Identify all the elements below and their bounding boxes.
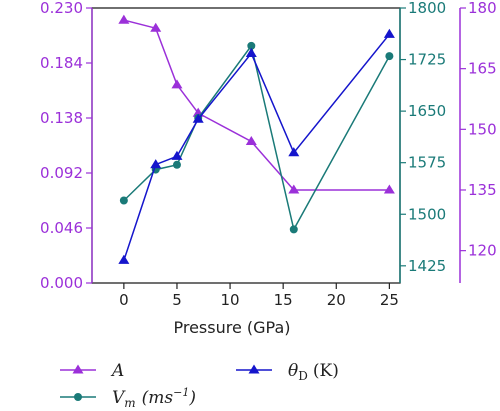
series-point-0 (150, 22, 162, 32)
series-line-1 (123, 44, 391, 232)
right2-tick-label: 120 (468, 242, 497, 260)
series-point-0 (383, 184, 395, 194)
legend-vm-close: ) (188, 388, 196, 408)
legend-vm-main: V (112, 388, 126, 408)
series-point-2 (383, 28, 395, 38)
left-tick-label: 0.092 (40, 164, 83, 182)
x-axis: 0 5 10 15 20 25 (119, 283, 399, 309)
x-tick-label: 15 (274, 291, 293, 309)
plot-area (91, 7, 401, 284)
series-point-2 (150, 159, 162, 169)
left-tick-label: 0.138 (40, 109, 83, 127)
x-tick-label: 5 (172, 291, 182, 309)
legend-label-a: A (110, 361, 124, 381)
series-point-0 (245, 135, 257, 146)
legend-theta-unit: (K) (313, 361, 339, 381)
legend-label-theta: θD (K) (288, 361, 339, 383)
series-point-1 (289, 225, 298, 234)
series-point-2 (192, 113, 204, 123)
series-point-1 (172, 160, 181, 169)
right2-tick-label: 165 (468, 60, 497, 78)
left-tick-label: 0.230 (40, 0, 83, 17)
x-tick-label: 0 (119, 291, 129, 309)
series-point-0 (288, 184, 300, 194)
series-line-0 (123, 19, 390, 191)
legend-theta-main: θ (288, 361, 298, 381)
legend-vm-exp: −1 (173, 386, 189, 399)
legend-label-vm: Vm (ms−1) (112, 386, 196, 410)
series-point-1 (247, 41, 256, 50)
right2-tick-label: 135 (468, 181, 497, 199)
x-tick-label: 20 (327, 291, 346, 309)
legend-theta-sub: D (298, 369, 308, 383)
legend-item-a: A (60, 361, 124, 381)
x-axis-label: Pressure (GPa) (173, 318, 290, 337)
right-axis-velocity: 1425 1500 1575 1650 1725 1800 (399, 0, 446, 283)
series-point-0 (118, 14, 130, 24)
left-tick-label: 0.046 (40, 219, 83, 237)
right2-tick-label: 150 (468, 120, 497, 138)
right1-tick-label: 1650 (408, 102, 446, 120)
series-point-2 (245, 47, 257, 58)
series-point-2 (171, 150, 183, 160)
legend-marker-vm (74, 393, 82, 401)
right1-tick-label: 1800 (408, 0, 446, 17)
left-tick-label: 0.184 (40, 54, 83, 72)
series-point-0 (171, 79, 183, 89)
legend-vm-sub: m (124, 396, 135, 410)
legend: A Vm (ms−1) θD (K) (60, 361, 339, 410)
right2-tick-label: 180 (468, 0, 497, 17)
x-tick-label: 10 (221, 291, 240, 309)
series-layer (118, 14, 395, 264)
plot-frame (91, 7, 401, 284)
x-tick-label: 25 (380, 291, 399, 309)
legend-item-vm: Vm (ms−1) (60, 386, 196, 410)
series-point-2 (118, 254, 130, 264)
right1-tick-label: 1500 (408, 205, 446, 223)
right1-tick-label: 1425 (408, 257, 446, 275)
series-point-2 (288, 147, 300, 157)
right-axis-a: 120 135 150 165 180 (459, 0, 497, 283)
left-axis: 0.000 0.046 0.092 0.138 0.184 0.230 (40, 0, 93, 292)
series-point-1 (119, 196, 128, 205)
legend-item-theta: θD (K) (236, 361, 339, 383)
series-point-1 (385, 52, 394, 61)
legend-marker-theta (248, 364, 260, 374)
right1-tick-label: 1575 (408, 154, 446, 172)
right1-tick-label: 1725 (408, 51, 446, 69)
legend-marker-a (72, 364, 84, 374)
legend-vm-unit: (ms (142, 388, 174, 408)
left-tick-label: 0.000 (40, 274, 83, 292)
